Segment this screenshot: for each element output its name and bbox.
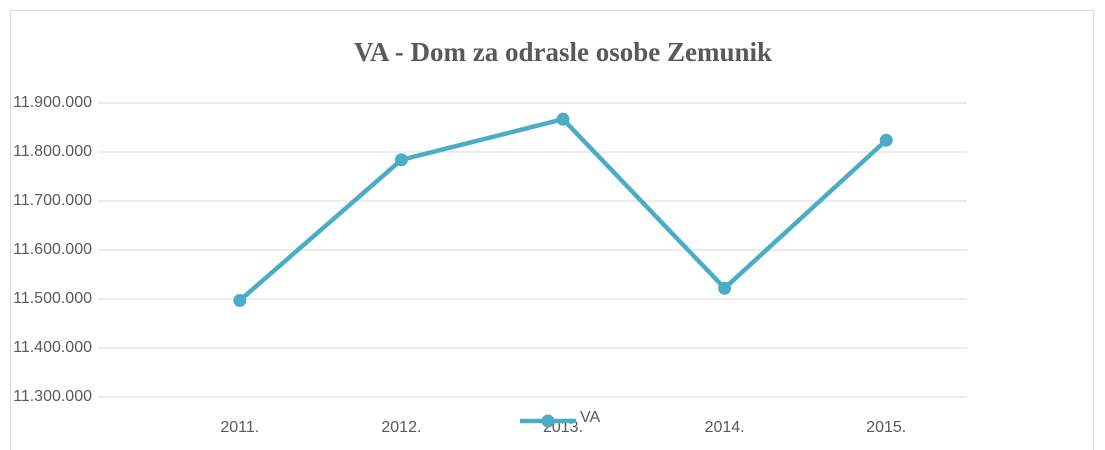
chart-frame bbox=[10, 10, 1094, 450]
chart-title: VA - Dom za odrasle osobe Zemunik bbox=[354, 37, 772, 67]
series-line bbox=[238, 116, 888, 303]
y-tick-label: 11.500.000 bbox=[13, 290, 92, 307]
data-point bbox=[233, 293, 247, 307]
data-point bbox=[394, 153, 408, 167]
x-tick-label: 2015. bbox=[866, 419, 906, 436]
y-tick-label: 11.800.000 bbox=[13, 143, 92, 160]
y-tick-label: 11.700.000 bbox=[13, 192, 92, 209]
data-point bbox=[556, 112, 570, 126]
x-tick-label: 2012. bbox=[381, 419, 421, 436]
y-tick-label: 11.400.000 bbox=[13, 339, 92, 356]
y-tick-label: 11.900.000 bbox=[13, 94, 92, 111]
y-tick-label: 11.300.000 bbox=[13, 388, 92, 405]
legend-label: VA bbox=[580, 409, 600, 426]
x-tick-label: 2014. bbox=[705, 419, 745, 436]
y-tick-label: 11.600.000 bbox=[13, 241, 92, 258]
data-point bbox=[718, 281, 732, 295]
legend-marker bbox=[541, 414, 555, 428]
data-point bbox=[879, 133, 893, 147]
x-tick-label: 2011. bbox=[220, 419, 259, 436]
